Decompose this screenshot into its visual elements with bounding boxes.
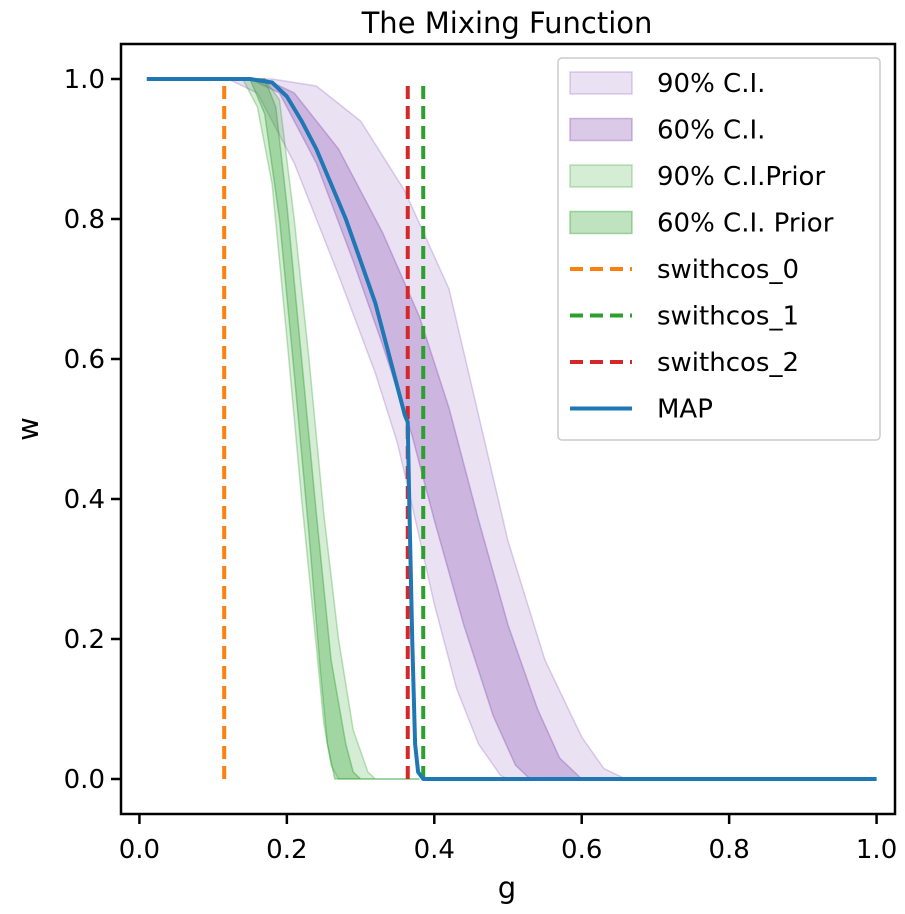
x-axis-label: g [498, 871, 516, 905]
x-tick-label: 0.2 [266, 835, 307, 865]
legend-label: 60% C.I. Prior [657, 209, 834, 239]
legend-item-60pct-c-i-prior: 60% C.I. Prior [569, 209, 834, 239]
legend-label: swithcos_0 [657, 255, 799, 285]
legend-item-90pct-c-i: 90% C.I. [569, 69, 765, 99]
x-tick-label: 0.6 [561, 835, 602, 865]
legend-item-swithcos-1: swithcos_1 [570, 302, 799, 332]
y-tick-label: 0.8 [64, 205, 105, 235]
legend-swatch [569, 210, 633, 235]
chart-title: The Mixing Function [361, 6, 653, 40]
legend-item-map: MAP [570, 395, 713, 425]
legend-swatch [569, 164, 633, 188]
legend-label: 90% C.I.Prior [657, 162, 825, 192]
x-tick-label: 0.4 [414, 835, 455, 865]
band-90pct-c-i-prior [146, 78, 420, 780]
y-tick-label: 0.6 [64, 345, 105, 375]
legend-label: 90% C.I. [657, 69, 765, 99]
x-tick-label: 0.0 [119, 835, 160, 865]
band-60pct-c-i-prior [146, 78, 420, 780]
confidence-bands [146, 78, 877, 780]
y-tick-label: 0.4 [64, 485, 105, 515]
legend-box [557, 57, 881, 441]
legend-label: 60% C.I. [657, 116, 765, 146]
y-axis-ticks: 0.0 0.2 0.4 0.6 0.8 1.0 [64, 65, 121, 795]
legend-item-swithcos-0: swithcos_0 [570, 255, 799, 285]
y-tick-label: 1.0 [64, 65, 105, 95]
map-series [146, 77, 877, 781]
legend-label: MAP [657, 395, 713, 425]
series-line-map [146, 77, 877, 781]
y-tick-label: 0.2 [64, 625, 105, 655]
legend-swatch [569, 71, 633, 95]
legend: 90% C.I. 60% C.I. 90% C.I.Prior 60% C.I. Pr… [557, 57, 881, 441]
y-axis-label: w [11, 417, 45, 441]
plot-frame [119, 42, 897, 816]
x-axis-ticks: 0.0 0.2 0.4 0.6 0.8 1.0 [119, 814, 897, 865]
legend-label: swithcos_1 [657, 302, 799, 332]
band-60pct-c-i [146, 78, 877, 780]
legend-item-90pct-c-i-prior: 90% C.I.Prior [569, 162, 825, 192]
legend-item-swithcos-2: swithcos_2 [570, 348, 799, 378]
x-tick-label: 0.8 [708, 835, 749, 865]
x-tick-label: 1.0 [856, 835, 897, 865]
legend-swatch [569, 117, 633, 142]
y-tick-label: 0.0 [64, 765, 105, 795]
legend-label: swithcos_2 [657, 348, 799, 378]
legend-item-60pct-c-i: 60% C.I. [569, 116, 765, 146]
